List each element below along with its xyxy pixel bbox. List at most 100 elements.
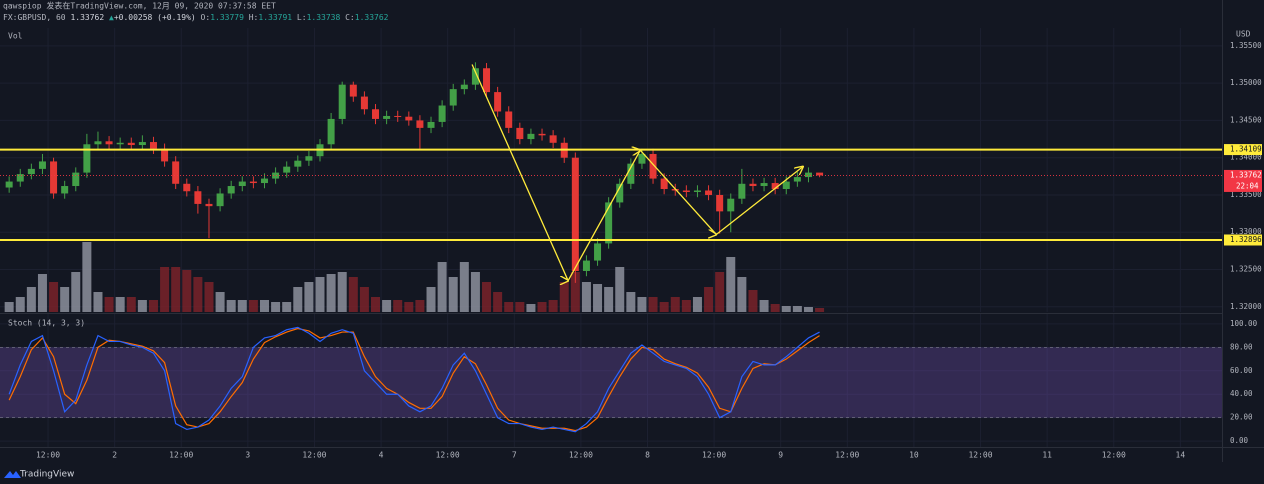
candle-body [349, 84, 357, 97]
volume-bar [570, 272, 580, 312]
candle-body [816, 172, 824, 176]
candle-body [804, 172, 812, 178]
trend-drawing [471, 64, 803, 281]
candle-body [494, 92, 502, 112]
x-tick-label: 8 [645, 451, 650, 460]
volume-bar [637, 297, 647, 312]
candle-body [249, 181, 257, 184]
candle-body [94, 141, 102, 145]
stoch-line [8, 327, 820, 432]
candle-body [61, 186, 69, 194]
volume-bar [559, 282, 569, 312]
y-tick-label: 80.00 [1230, 342, 1253, 351]
y-tick-label: 1.33500 [1230, 190, 1262, 199]
c-value: 1.33762 [355, 13, 389, 22]
candle-body [516, 127, 524, 140]
stoch-line [8, 326, 820, 433]
y-tick-label: 1.34000 [1230, 153, 1262, 162]
volume-bar [482, 282, 492, 312]
candle-body [471, 68, 479, 85]
volume-bar [4, 302, 14, 312]
volume-bar [437, 262, 447, 312]
c-label: C: [345, 13, 355, 22]
candle-body [72, 172, 80, 187]
volume-bar [115, 297, 125, 312]
candle-body [127, 142, 135, 146]
candle-body [194, 191, 202, 204]
x-tick-label: 12:00 [702, 451, 726, 460]
candle-body [793, 177, 801, 182]
candle-body [682, 190, 690, 192]
last-price-box [1224, 169, 1262, 192]
candle-body [383, 115, 391, 119]
volume-bar [359, 287, 369, 312]
last-price-label: 1.33762 [1230, 170, 1262, 179]
candle-body [527, 133, 535, 140]
x-tick-label: 12:00 [569, 451, 593, 460]
volume-bar [781, 306, 791, 312]
y-tick-label: 1.34500 [1230, 115, 1262, 124]
price-axis-border [1222, 0, 1223, 462]
header-line2: FX:GBPUSD, 60 1.33762 ▲+0.00258 (+0.19%)… [3, 13, 389, 22]
volume-bar [171, 267, 181, 312]
volume-bar [626, 292, 636, 312]
candle-body [505, 111, 513, 128]
volume-bar [648, 297, 658, 312]
candle-body [5, 181, 13, 188]
x-tick-label: 11 [1042, 451, 1052, 460]
candle-body [116, 142, 124, 145]
candle-body [372, 109, 380, 119]
volume-bar [237, 300, 247, 312]
volume-bar [659, 302, 669, 312]
x-tick-label: 4 [379, 451, 384, 460]
candle-body [227, 186, 235, 194]
candle-body [549, 135, 557, 143]
x-tick-label: 12:00 [436, 451, 460, 460]
candle-body [305, 156, 313, 161]
candle-body [483, 68, 491, 93]
volume-bar [493, 292, 503, 312]
candle-body [449, 89, 457, 106]
candle-body [738, 183, 746, 199]
price-label-box [1224, 144, 1262, 156]
candle-body [183, 183, 191, 192]
candle-body [705, 190, 713, 195]
x-tick-label: 12:00 [169, 451, 193, 460]
h-label: H: [249, 13, 259, 22]
candle-body [594, 243, 602, 261]
symbol: FX:GBPUSD, 60 [3, 13, 66, 22]
candle-body [782, 181, 790, 190]
y-tick-label: 60.00 [1230, 366, 1253, 375]
volume-bar [126, 297, 136, 312]
time-axis-border [0, 447, 1264, 448]
volume-bar [548, 300, 558, 312]
candle-body [50, 161, 58, 194]
price: 1.33762 [70, 13, 104, 22]
h-value: 1.33791 [258, 13, 292, 22]
price-label: 1.34109 [1230, 145, 1262, 154]
candle-body [338, 84, 346, 119]
candle-body [172, 161, 180, 184]
countdown: 22:04 [1236, 181, 1259, 190]
stoch-band [0, 347, 1222, 418]
volume-bar [715, 272, 725, 312]
volume-bar [670, 297, 680, 312]
volume-bar [82, 242, 92, 312]
pane-separator [0, 313, 1222, 314]
candle-body [260, 178, 268, 184]
brand: TradingView [19, 470, 74, 480]
x-tick-label: 7 [512, 451, 517, 460]
candle-body [582, 260, 590, 272]
volume-bar [681, 300, 691, 312]
volume-bar [770, 304, 780, 312]
volume-bar [404, 302, 414, 312]
arrow: ▲ [109, 13, 114, 22]
volume-bar [271, 302, 281, 312]
volume-bar [737, 277, 747, 312]
y-tick-label: 1.32000 [1230, 302, 1262, 311]
candle-body [327, 118, 335, 145]
x-tick-label: 3 [245, 451, 250, 460]
volume-bar [26, 287, 36, 312]
candle-body [294, 160, 302, 167]
